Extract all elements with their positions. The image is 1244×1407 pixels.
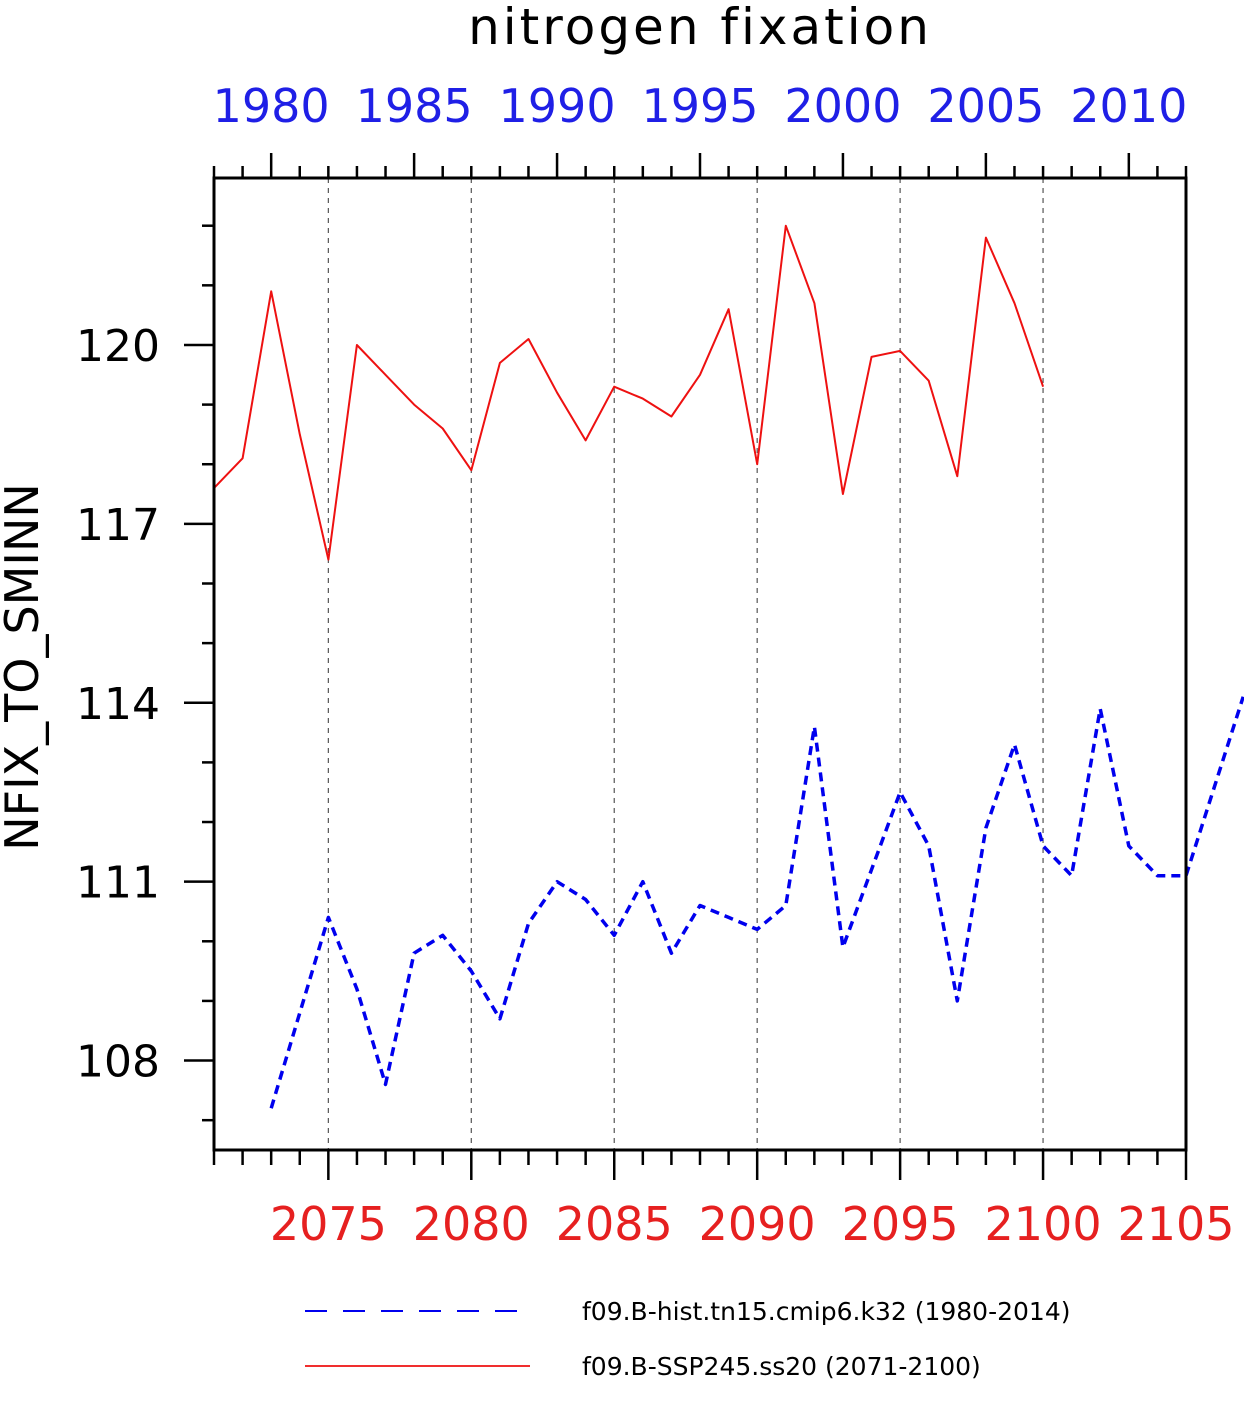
- data-point: [556, 881, 558, 883]
- bottom-tick-label: 2100: [985, 1197, 1102, 1251]
- grid-lines: [327, 178, 1044, 1150]
- y-tick-label: 108: [76, 1037, 160, 1088]
- top-tick-label: 1995: [641, 79, 758, 133]
- bottom-tick-label: 2085: [556, 1197, 673, 1251]
- data-point: [1128, 845, 1130, 847]
- data-point: [499, 1018, 501, 1020]
- data-point: [1014, 744, 1016, 746]
- plot-frame: [212, 176, 1188, 1152]
- data-point: [899, 350, 901, 352]
- data-point: [528, 922, 530, 924]
- data-point: [1042, 386, 1044, 388]
- series-layer: [213, 224, 1244, 1109]
- data-point: [871, 356, 873, 358]
- data-point: [1071, 875, 1073, 877]
- y-tick-label: 120: [76, 321, 160, 372]
- bottom-tick-label: 2080: [413, 1197, 530, 1251]
- data-point: [1014, 302, 1016, 304]
- y-axis-labels: 108 111 114 117 120: [76, 321, 160, 1088]
- data-point: [270, 290, 272, 292]
- data-point: [728, 916, 730, 918]
- data-point: [1042, 845, 1044, 847]
- legend: f09.B-hist.tn15.cmip6.k32 (1980-2014) f09…: [305, 1297, 1070, 1381]
- data-point: [442, 428, 444, 430]
- data-point: [899, 791, 901, 793]
- y-tick-label: 117: [76, 500, 160, 551]
- bottom-tick-label: 2090: [699, 1197, 816, 1251]
- bottom-tick-label: 2105: [1117, 1197, 1234, 1251]
- data-point: [356, 344, 358, 346]
- legend-label: f09.B-SSP245.ss20 (2071-2100): [582, 1352, 981, 1381]
- bottom-tick-label: 2075: [270, 1197, 387, 1251]
- data-point: [585, 439, 587, 441]
- data-point: [785, 225, 787, 227]
- data-point: [699, 905, 701, 907]
- data-point: [1214, 785, 1216, 787]
- data-point: [327, 916, 329, 918]
- data-point: [528, 338, 530, 340]
- data-point: [385, 1083, 387, 1085]
- data-point: [1099, 708, 1101, 710]
- data-point: [270, 1107, 272, 1109]
- top-tick-label: 1985: [356, 79, 473, 133]
- data-point: [928, 380, 930, 382]
- data-point: [585, 899, 587, 901]
- data-point: [785, 905, 787, 907]
- data-point: [385, 374, 387, 376]
- y-axis-label: NFIX_TO_SMINN: [0, 483, 49, 851]
- data-point: [327, 559, 329, 561]
- data-point: [413, 404, 415, 406]
- y-tick-label: 111: [76, 858, 160, 909]
- data-point: [813, 302, 815, 304]
- data-point: [985, 237, 987, 239]
- data-point: [556, 392, 558, 394]
- y-tick-label: 114: [76, 679, 160, 730]
- data-point: [956, 1000, 958, 1002]
- top-tick-label: 1990: [499, 79, 616, 133]
- bottom-tick-label: 2095: [842, 1197, 959, 1251]
- top-tick-label: 2000: [784, 79, 901, 133]
- data-point: [299, 433, 301, 435]
- data-point: [470, 970, 472, 972]
- bottom-axis-labels: 2075 2080 2085 2090 2095 2100 2105: [270, 1197, 1235, 1251]
- data-point: [756, 928, 758, 930]
- data-point: [670, 416, 672, 418]
- scenario-series-line: [213, 224, 1045, 561]
- chart-title: nitrogen fixation: [468, 0, 932, 56]
- top-tick-label: 2010: [1070, 79, 1187, 133]
- data-point: [613, 386, 615, 388]
- data-point: [871, 869, 873, 871]
- data-point: [756, 463, 758, 465]
- data-point: [242, 457, 244, 459]
- legend-label: f09.B-hist.tn15.cmip6.k32 (1980-2014): [582, 1297, 1070, 1326]
- data-point: [442, 934, 444, 936]
- axis-ticks: [184, 153, 1188, 1180]
- top-axis-labels: 1980 1985 1990 1995 2000 2005 2010: [213, 79, 1188, 133]
- data-point: [299, 1012, 301, 1014]
- data-point: [699, 374, 701, 376]
- data-point: [956, 475, 958, 477]
- data-point: [1156, 875, 1158, 877]
- data-point: [642, 881, 644, 883]
- data-point: [642, 398, 644, 400]
- data-point: [985, 827, 987, 829]
- data-point: [842, 946, 844, 948]
- data-point: [813, 726, 815, 728]
- data-point: [670, 952, 672, 954]
- data-point: [499, 362, 501, 364]
- historical-series-line: [269, 696, 1244, 1109]
- data-point: [728, 308, 730, 310]
- data-point: [842, 493, 844, 495]
- data-point: [413, 952, 415, 954]
- data-point: [470, 469, 472, 471]
- data-point: [928, 845, 930, 847]
- data-point: [613, 934, 615, 936]
- top-tick-label: 2005: [927, 79, 1044, 133]
- data-point: [356, 988, 358, 990]
- top-tick-label: 1980: [213, 79, 330, 133]
